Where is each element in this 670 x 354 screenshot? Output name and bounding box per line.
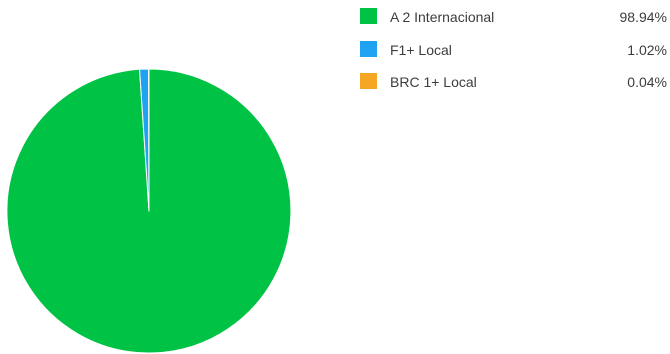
legend-label: BRC 1+ Local [390, 74, 477, 90]
legend: A 2 Internacional 98.94% F1+ Local 1.02%… [360, 7, 667, 105]
legend-item-brc-local: BRC 1+ Local 0.04% [360, 72, 667, 95]
legend-swatch-f1-local [360, 40, 377, 57]
legend-value: 1.02% [627, 41, 667, 58]
legend-value: 98.94% [619, 9, 667, 25]
legend-label: F1+ Local [390, 41, 452, 58]
legend-swatch-brc-local [360, 73, 377, 89]
pie-chart [6, 68, 292, 354]
legend-item-f1-local: F1+ Local 1.02% [360, 40, 667, 63]
legend-label: A 2 Internacional [390, 9, 495, 25]
pie-slices [6, 68, 292, 354]
legend-swatch-a2-internacional [360, 8, 377, 24]
legend-item-a2-internacional: A 2 Internacional 98.94% [360, 7, 667, 30]
legend-value: 0.04% [627, 74, 667, 90]
